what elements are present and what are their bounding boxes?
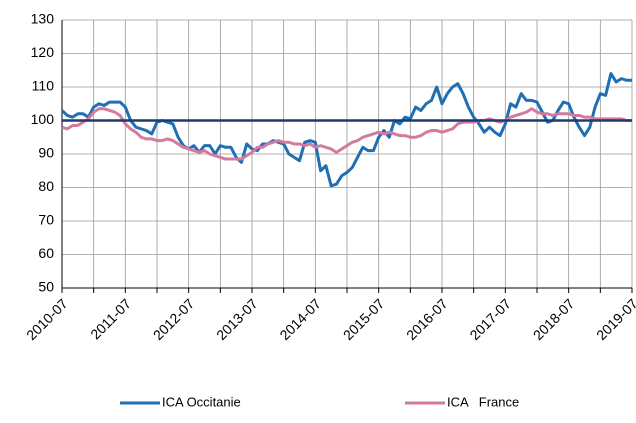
legend-label: ICA Occitanie: [162, 394, 241, 409]
x-tick-label: 2010-07: [23, 295, 71, 343]
y-tick-label: 80: [38, 178, 54, 194]
y-tick-label: 120: [31, 44, 55, 60]
y-tick-label: 110: [32, 78, 55, 94]
x-tick-label: 2011-07: [87, 295, 134, 342]
x-tick-label: 2013-07: [213, 295, 261, 343]
y-tick-label: 130: [31, 11, 55, 27]
x-tick-label: 2016-07: [403, 295, 451, 343]
x-tick-label: 2019-07: [593, 295, 636, 343]
x-tick-label: 2017-07: [466, 295, 514, 343]
x-tick-label: 2014-07: [276, 295, 324, 343]
legend-label: ICA France: [447, 394, 519, 409]
y-tick-label: 90: [38, 145, 54, 161]
y-tick-label: 70: [38, 212, 54, 228]
x-tick-label: 2012-07: [150, 295, 198, 343]
y-tick-label: 100: [31, 111, 55, 127]
series-line: [60, 72, 632, 188]
legend: ICA Occitanie ICA France: [120, 394, 519, 409]
y-tick-label: 60: [38, 245, 54, 261]
x-tick-label: 2015-07: [340, 295, 388, 343]
series-line: [61, 107, 632, 161]
x-tick-label: 2018-07: [530, 295, 578, 343]
y-tick-label: 50: [38, 279, 54, 295]
